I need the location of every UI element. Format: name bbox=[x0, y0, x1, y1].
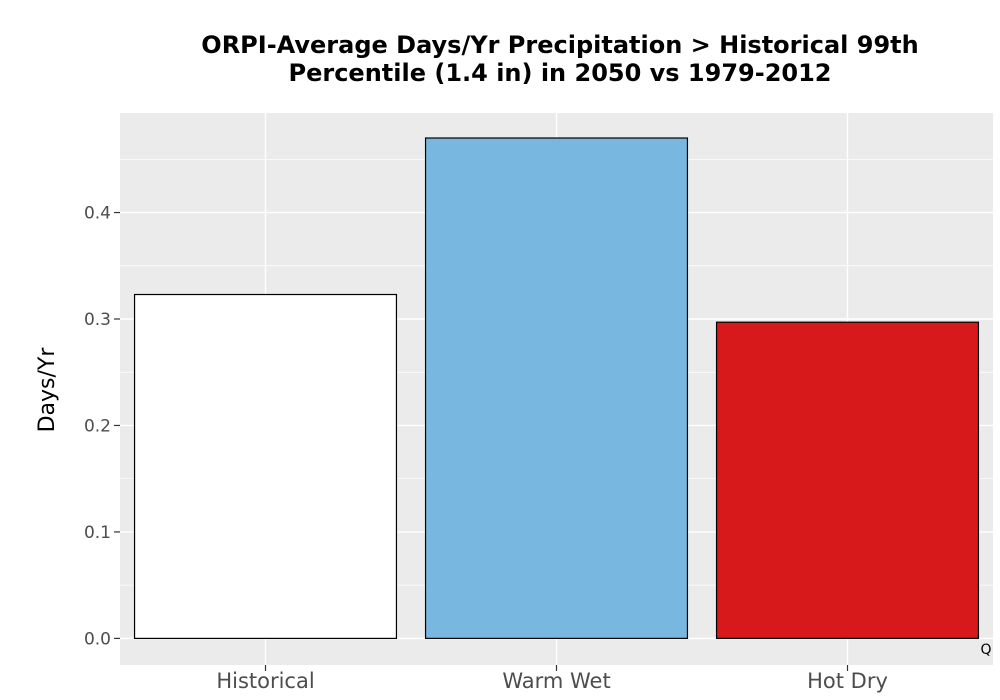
x-axis-ticks: Historical Warm Wet Hot Dry bbox=[216, 665, 888, 693]
chart-title-line-2: Percentile (1.4 in) in 2050 vs 1979-2012 bbox=[288, 59, 832, 87]
y-axis-ticks: 0.0 0.1 0.2 0.3 0.4 bbox=[84, 204, 120, 649]
y-tick-label: 0.1 bbox=[84, 523, 111, 543]
bar-warm-wet bbox=[424, 137, 689, 639]
corner-mark: Q bbox=[980, 642, 991, 658]
y-axis-title: Days/Yr bbox=[35, 347, 60, 433]
y-tick-label: 0.4 bbox=[84, 204, 111, 224]
x-tick-label: Hot Dry bbox=[807, 669, 888, 693]
y-tick-label: 0.0 bbox=[84, 629, 111, 649]
bar-historical bbox=[133, 293, 398, 639]
x-tick-label: Historical bbox=[216, 669, 314, 693]
bar-hot-dry bbox=[715, 321, 980, 639]
y-tick-label: 0.3 bbox=[84, 310, 111, 330]
chart-title-line-1: ORPI-Average Days/Yr Precipitation > His… bbox=[201, 31, 919, 59]
x-tick-label: Warm Wet bbox=[502, 669, 610, 693]
chart-title: ORPI-Average Days/Yr Precipitation > His… bbox=[120, 31, 1000, 87]
bars bbox=[133, 137, 980, 639]
y-tick-label: 0.2 bbox=[84, 416, 111, 436]
